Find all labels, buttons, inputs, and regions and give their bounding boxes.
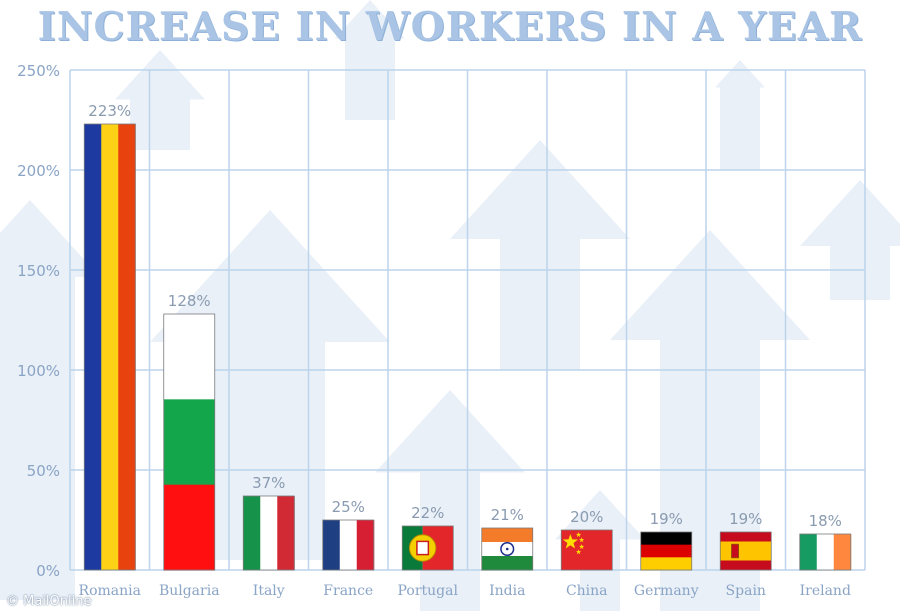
bg-arrow <box>0 200 100 600</box>
x-tick-label: Italy <box>253 583 285 599</box>
data-label: 37% <box>252 474 285 492</box>
data-label: 21% <box>491 506 524 524</box>
x-tick-label: Bulgaria <box>159 583 220 599</box>
bar-italy <box>242 495 295 571</box>
bg-arrow <box>115 50 205 150</box>
data-label: 20% <box>570 508 603 526</box>
x-tick-label: France <box>323 583 373 599</box>
data-label: 25% <box>332 498 365 516</box>
y-tick-label: 50% <box>27 462 60 480</box>
watermark: © MailOnline <box>6 594 92 609</box>
bg-arrow <box>715 60 765 170</box>
bar-bulgaria <box>163 313 216 571</box>
bar-romania <box>83 123 136 571</box>
x-tick-label: Romania <box>79 583 141 599</box>
bg-arrow <box>450 140 630 370</box>
bar-china <box>560 529 613 571</box>
y-tick-label: 100% <box>17 362 60 380</box>
bar-india <box>481 527 534 571</box>
bars <box>83 123 852 571</box>
x-tick-label: Ireland <box>800 583 851 599</box>
bg-arrow <box>610 230 810 611</box>
chart-title: INCREASE IN WORKERS IN A YEAR <box>37 4 863 50</box>
bar-portugal <box>401 525 454 571</box>
bar-ireland <box>799 533 852 571</box>
y-tick-label: 250% <box>17 62 60 80</box>
y-tick-label: 0% <box>36 562 60 580</box>
bar-germany <box>640 531 693 571</box>
bg-arrow <box>150 210 390 560</box>
bar-spain <box>719 531 772 571</box>
data-label: 19% <box>650 510 683 528</box>
data-label: 18% <box>809 512 842 530</box>
x-tick-label: China <box>566 583 608 599</box>
y-tick-label: 200% <box>17 162 60 180</box>
x-tick-label: Germany <box>634 583 699 599</box>
data-label: 19% <box>729 510 762 528</box>
bg-arrow <box>375 390 525 611</box>
x-tick-label: India <box>489 583 525 599</box>
data-label: 22% <box>411 504 444 522</box>
data-label: 223% <box>88 102 131 120</box>
y-tick-label: 150% <box>17 262 60 280</box>
bg-arrow <box>800 180 900 300</box>
x-tick-label: Portugal <box>398 583 459 599</box>
bar-france <box>322 519 375 571</box>
data-label: 128% <box>168 292 211 310</box>
x-tick-label: Spain <box>726 583 766 599</box>
